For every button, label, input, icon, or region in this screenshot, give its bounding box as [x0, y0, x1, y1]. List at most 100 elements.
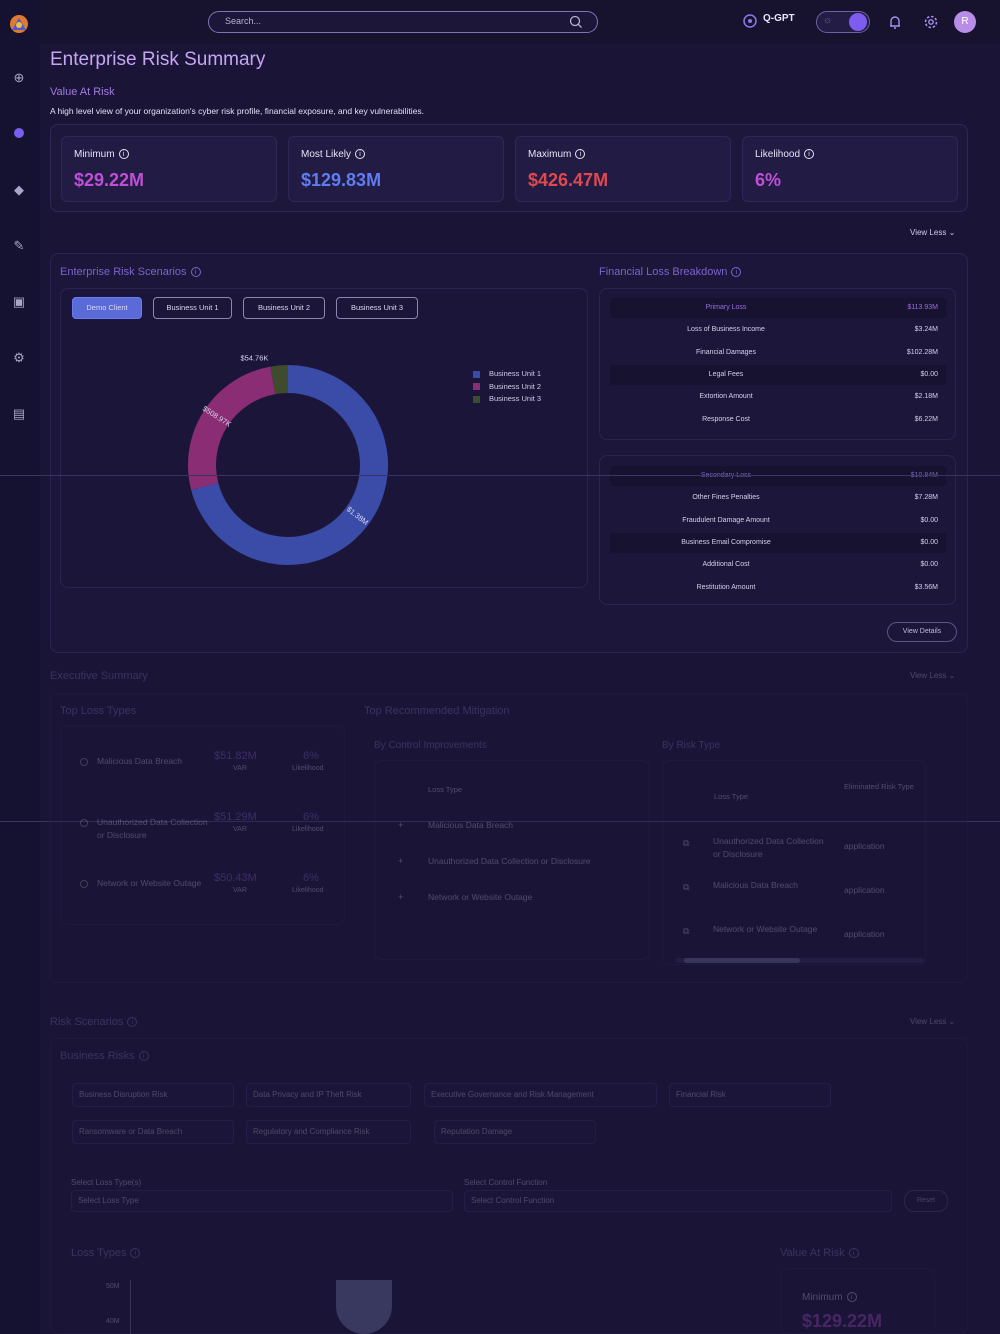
document-icon[interactable]: ▤: [12, 406, 26, 421]
dashboard-icon[interactable]: [11, 126, 27, 142]
scrollbar-thumb[interactable]: [684, 958, 800, 963]
info-icon[interactable]: i: [118, 149, 129, 160]
kpi-value: $29.22M: [74, 170, 145, 190]
expand-icon[interactable]: +: [398, 856, 404, 866]
report-icon[interactable]: ▣: [12, 294, 26, 309]
info-icon[interactable]: i: [130, 1248, 141, 1259]
chip-business-disruption[interactable]: Business Disruption Risk: [72, 1083, 234, 1107]
legend-label: Business Unit 3: [489, 394, 542, 403]
chart-legend: Business Unit 1 Business Unit 2 Business…: [473, 368, 541, 406]
tab-business-unit-3[interactable]: Business Unit 3: [336, 297, 418, 319]
loss-var-label: VAR: [233, 765, 247, 772]
chip-executive-governance[interactable]: Executive Governance and Risk Management: [424, 1083, 657, 1107]
app-logo[interactable]: [7, 12, 31, 36]
chip-reputation[interactable]: Reputation Damage: [434, 1120, 596, 1144]
by-risk-title: By Risk Type: [662, 740, 721, 751]
legend-item: Business Unit 2: [473, 381, 541, 394]
risk-section-title-text: Risk Scenarios: [50, 1016, 124, 1028]
info-icon[interactable]: i: [731, 267, 742, 278]
chip-data-privacy[interactable]: Data Privacy and IP Theft Risk: [246, 1083, 411, 1107]
tab-business-unit-2[interactable]: Business Unit 2: [243, 297, 325, 319]
row-value: $113.93M: [907, 304, 938, 311]
row-label: Response Cost: [702, 415, 750, 423]
chip-financial-risk[interactable]: Financial Risk: [669, 1083, 831, 1107]
loss-var-label: VAR: [233, 887, 247, 894]
view-details-button[interactable]: View Details: [887, 622, 957, 642]
gear-icon[interactable]: [922, 13, 940, 31]
page-description: A high level view of your organization's…: [50, 106, 424, 116]
link-icon[interactable]: ⧉: [683, 926, 690, 936]
table-row: Fraudulent Damage Amount $0.00: [610, 511, 946, 531]
row-label: Secondary Loss: [610, 466, 842, 486]
info-icon[interactable]: i: [846, 1292, 857, 1303]
search-icon[interactable]: [569, 15, 583, 29]
search-input[interactable]: Search...: [208, 11, 598, 33]
layers-icon[interactable]: ◆: [14, 182, 24, 197]
table-row: Other Fines Penalties $7.28M: [610, 488, 946, 508]
risk-section-panel: [50, 1038, 968, 1334]
view-less-toggle[interactable]: View Less ⌄: [910, 228, 955, 237]
select-loss-dropdown[interactable]: Select Loss Type: [71, 1190, 453, 1212]
qgpt-button[interactable]: Q-GPT: [763, 13, 795, 24]
var-min-label: Minimum i: [802, 1292, 857, 1303]
reset-button[interactable]: Reset: [904, 1190, 948, 1212]
top-loss-card: [60, 725, 345, 925]
kpi-label: Maximum: [528, 149, 572, 160]
table-row: Response Cost $6.22M: [610, 410, 946, 430]
info-icon[interactable]: i: [127, 1017, 138, 1028]
row-value: $3.24M: [914, 326, 938, 334]
info-icon[interactable]: i: [848, 1248, 859, 1259]
table-row: Loss of Business Income $3.24M: [610, 320, 946, 340]
loss-likelihood-label: Likelihood: [292, 765, 324, 772]
risk-row-type: application: [844, 885, 885, 895]
loss-likelihood: 6%: [303, 750, 319, 762]
expand-icon[interactable]: +: [398, 820, 404, 830]
chip-regulatory[interactable]: Regulatory and Compliance Risk: [246, 1120, 411, 1144]
by-control-title: By Control Improvements: [374, 740, 487, 751]
info-icon[interactable]: i: [138, 1051, 149, 1062]
business-risks-title-text: Business Risks: [60, 1050, 135, 1062]
radio-icon[interactable]: [80, 880, 88, 888]
link-icon[interactable]: ⧉: [683, 838, 690, 848]
link-icon[interactable]: ⧉: [683, 882, 690, 892]
section-subtitle: Value At Risk: [50, 86, 115, 98]
sun-icon: ☼: [823, 15, 833, 26]
select-loss-label: Select Loss Type(s): [71, 1178, 142, 1187]
legend-label: Business Unit 1: [489, 369, 542, 378]
info-icon[interactable]: i: [575, 149, 586, 160]
page-title: Enterprise Risk Summary: [50, 49, 266, 70]
row-value: $3.56M: [914, 583, 938, 591]
tab-business-unit-1[interactable]: Business Unit 1: [153, 297, 232, 319]
view-less-toggle[interactable]: View Less ⌄: [910, 671, 956, 680]
settings-icon[interactable]: ⚙: [13, 350, 25, 365]
table-row: Legal Fees $0.00: [610, 364, 946, 385]
risk-type-table: [662, 760, 926, 965]
loss-type-header: Loss Type: [428, 785, 463, 794]
risk-row-type: application: [844, 929, 885, 939]
radio-icon[interactable]: [80, 758, 88, 766]
info-icon[interactable]: i: [804, 149, 815, 160]
kpi-panel: Minimum i $29.22M Most Likely i $129.83M M…: [50, 124, 968, 212]
qgpt-icon[interactable]: [742, 13, 758, 29]
globe-icon[interactable]: ⊕: [13, 70, 25, 85]
loss-likelihood-label: Likelihood: [292, 826, 324, 833]
search-placeholder: Search...: [225, 16, 262, 26]
avatar[interactable]: R: [954, 11, 976, 33]
tab-demo-client[interactable]: Demo Client: [72, 297, 142, 319]
bell-icon[interactable]: [886, 13, 904, 31]
donut-slice-3[interactable]: [270, 365, 288, 395]
wand-icon[interactable]: ✎: [13, 238, 25, 253]
info-icon[interactable]: i: [190, 267, 201, 278]
donut-slice-2[interactable]: [188, 366, 276, 490]
info-icon[interactable]: i: [355, 149, 366, 160]
horizontal-scrollbar[interactable]: [676, 958, 924, 963]
expand-icon[interactable]: +: [398, 892, 404, 902]
chip-ransomware[interactable]: Ransomware or Data Breach: [72, 1120, 234, 1144]
row-label: Other Fines Penalties: [692, 494, 760, 502]
select-control-dropdown[interactable]: Select Control Function: [464, 1190, 892, 1212]
row-value: $0.00: [920, 370, 938, 378]
radio-icon[interactable]: [80, 819, 88, 827]
theme-toggle[interactable]: ☼: [816, 11, 870, 33]
view-less-toggle[interactable]: View Less ⌄: [910, 1017, 956, 1026]
control-table: [374, 760, 650, 960]
